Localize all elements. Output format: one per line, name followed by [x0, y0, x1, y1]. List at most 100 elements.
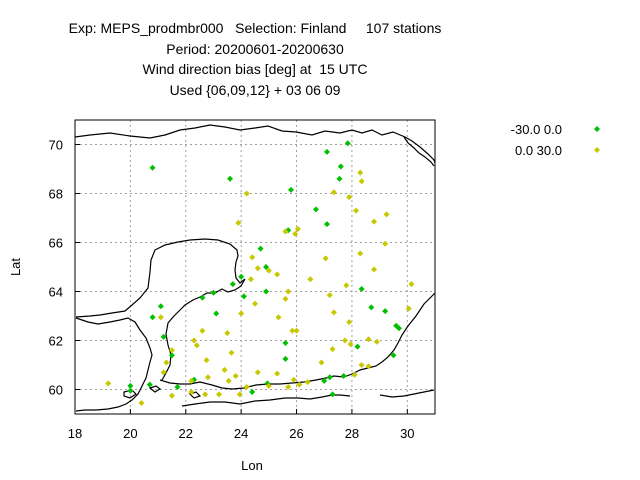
station-point-series-1 [354, 343, 361, 350]
coastline-islands [148, 385, 202, 399]
station-point-series-2 [358, 362, 365, 368]
station-point-series-2 [249, 254, 256, 261]
station-point-series-1 [324, 221, 330, 228]
station-point-series-1 [146, 381, 153, 388]
coastline-lake [379, 389, 435, 398]
ticks: 18 20 22 24 26 28 30 60 62 64 66 68 70 [49, 138, 415, 442]
station-point-series-2 [343, 282, 350, 289]
station-point-series-2 [293, 327, 300, 334]
plot-frame [74, 119, 436, 415]
station-point-series-2 [216, 391, 222, 398]
station-point-series-2 [193, 342, 200, 349]
station-point-series-1 [229, 281, 236, 288]
title-line-3: Wind direction bias [deg] at 15 UTC [142, 61, 368, 77]
station-point-series-1 [337, 163, 344, 170]
station-point-series-2 [294, 226, 301, 233]
legend-label: 0.0 30.0 [515, 143, 562, 158]
y-tick-label: 70 [49, 138, 63, 153]
coastline-gulf-finland [159, 375, 345, 390]
station-point-series-2 [163, 359, 170, 366]
station-point-series-2 [236, 391, 243, 398]
station-point-series-2 [243, 190, 250, 197]
station-point-series-2 [351, 371, 358, 378]
coastline-russia-east [343, 292, 436, 378]
station-point-series-2 [138, 399, 145, 406]
x-tick-label: 18 [68, 426, 82, 441]
station-point-series-2 [254, 265, 261, 272]
station-point-series-2 [265, 382, 272, 389]
station-point-series-2 [274, 271, 281, 278]
y-tick-label: 66 [49, 236, 63, 251]
station-point-series-2 [373, 338, 380, 345]
station-point-series-2 [282, 295, 289, 302]
station-point-series-2 [232, 373, 239, 380]
station-point-series-1 [263, 264, 270, 270]
station-point-series-2 [225, 377, 232, 384]
grid [75, 120, 435, 414]
station-point-series-2 [105, 380, 112, 387]
y-tick-label: 64 [49, 285, 63, 300]
station-point-series-1 [382, 308, 389, 315]
coastline-sweden [75, 317, 153, 412]
station-point-series-1 [149, 164, 156, 171]
station-point-series-1 [249, 388, 256, 395]
station-point-series-1 [149, 314, 156, 321]
station-point-series-2 [296, 381, 303, 388]
station-point-series-2 [254, 369, 261, 376]
station-point-series-2 [346, 194, 353, 201]
coastline-bothnia-west [75, 238, 246, 318]
station-point-series-2 [275, 314, 282, 321]
station-point-series-1 [210, 289, 217, 296]
station-point-series-2 [304, 379, 311, 386]
station-point-series-1 [312, 206, 319, 213]
station-point-series-2 [365, 336, 372, 343]
station-point-series-2 [357, 250, 364, 257]
station-point-series-1 [238, 273, 245, 280]
station-point-series-1 [340, 373, 347, 380]
station-point-series-1 [213, 310, 220, 317]
station-point-series-2 [405, 305, 412, 312]
legend: -30.0 0.0 0.0 30.0 [511, 122, 600, 158]
station-point-series-2 [157, 314, 164, 321]
station-point-series-2 [204, 374, 211, 381]
station-point-series-2 [330, 309, 337, 316]
x-tick-label: 28 [345, 426, 359, 441]
station-point-series-2 [358, 178, 365, 185]
station-point-series-2 [383, 211, 390, 218]
y-tick-label: 68 [49, 187, 63, 202]
station-point-series-2 [265, 267, 272, 274]
coastline-north [74, 124, 436, 164]
station-point-series-2 [188, 388, 195, 395]
station-point-series-2 [274, 370, 281, 377]
station-point-series-1 [329, 391, 336, 398]
station-point-series-1 [336, 175, 343, 182]
station-point-series-2 [238, 310, 245, 317]
station-point-series-2 [202, 391, 209, 398]
coastline-northeast [403, 136, 435, 167]
title-line-4: Used {06,09,12} + 03 06 09 [169, 82, 341, 98]
station-point-series-2 [347, 341, 354, 348]
station-point-series-1 [326, 374, 333, 381]
coastline-map [74, 124, 436, 412]
station-point-series-2 [203, 357, 210, 364]
station-point-series-1 [227, 175, 234, 182]
station-point-series-1 [358, 286, 365, 293]
station-point-series-2 [318, 359, 325, 366]
x-tick-label: 30 [400, 426, 414, 441]
legend-label: -30.0 0.0 [511, 122, 562, 137]
station-point-series-1 [321, 377, 328, 384]
station-point-series-1 [324, 148, 330, 155]
station-point-series-1 [174, 384, 181, 391]
x-tick-label: 26 [289, 426, 303, 441]
station-point-series-2 [235, 219, 242, 226]
station-point-series-1 [368, 304, 375, 311]
title-line-1: Exp: MEPS_prodmbr000 Selection: Finland … [68, 20, 442, 36]
station-point-series-1 [390, 352, 397, 359]
data-points [105, 140, 415, 406]
station-point-series-2 [160, 369, 167, 376]
station-point-series-2 [371, 266, 378, 273]
station-point-series-2 [228, 349, 235, 356]
station-point-series-2 [243, 384, 250, 391]
station-point-series-1 [127, 387, 134, 394]
